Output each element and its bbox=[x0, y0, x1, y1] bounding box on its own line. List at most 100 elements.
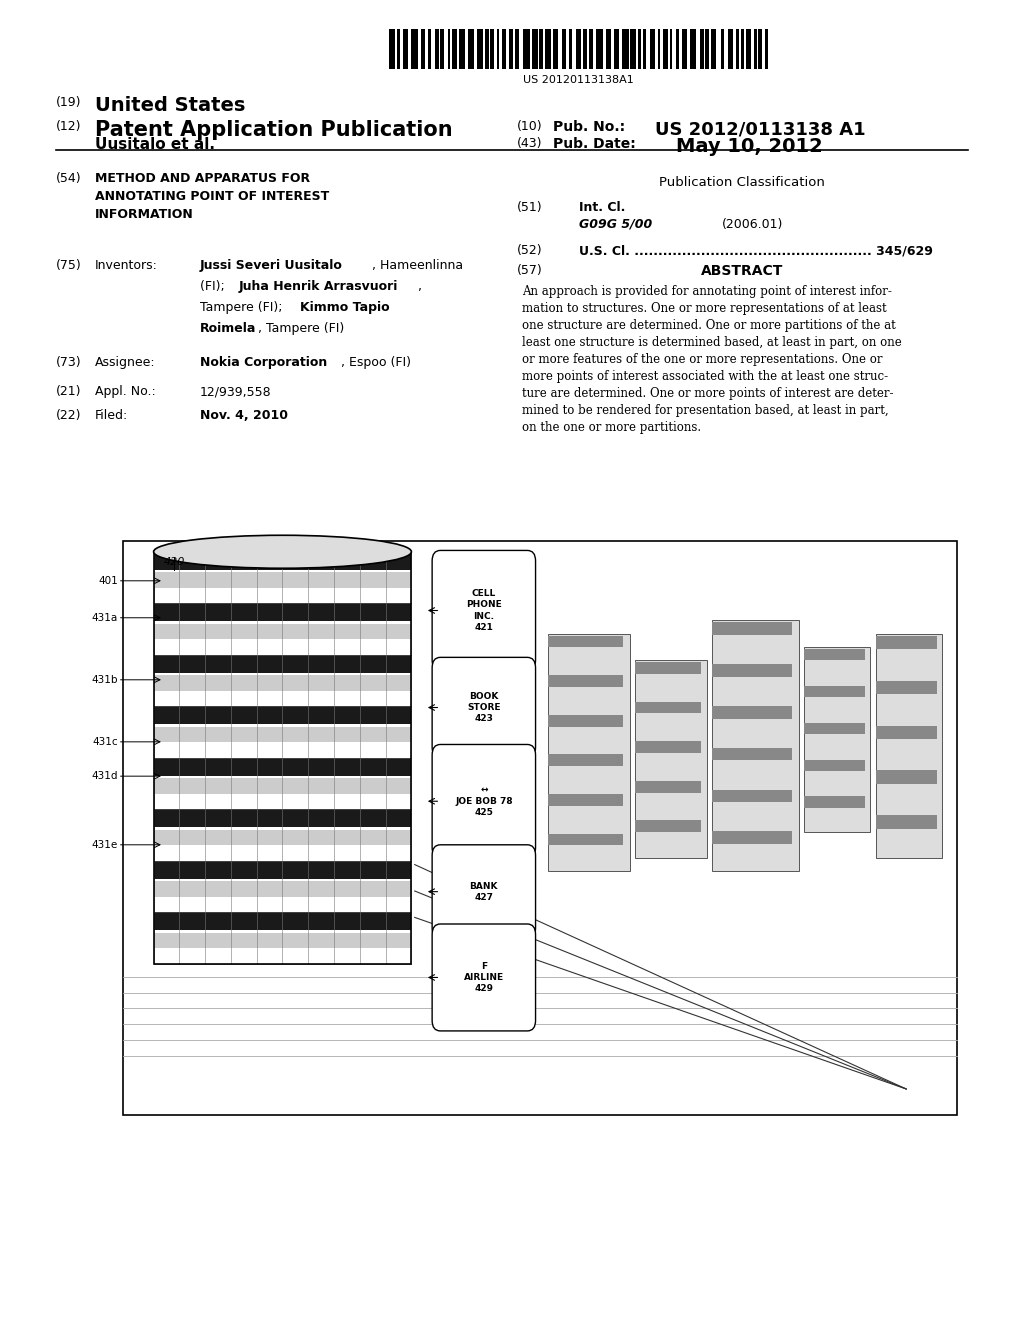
Bar bbox=[712, 748, 792, 760]
Bar bbox=[721, 29, 724, 69]
Bar bbox=[548, 834, 624, 845]
Bar bbox=[876, 771, 937, 784]
Bar bbox=[630, 29, 636, 69]
Text: (57): (57) bbox=[517, 264, 543, 277]
Bar bbox=[154, 779, 412, 793]
Bar bbox=[758, 29, 762, 69]
Text: Filed:: Filed: bbox=[95, 409, 128, 422]
Bar bbox=[154, 706, 412, 725]
Bar bbox=[711, 29, 717, 69]
Bar bbox=[154, 882, 412, 896]
Text: Kimmo Tapio: Kimmo Tapio bbox=[300, 301, 390, 314]
Bar bbox=[736, 29, 739, 69]
Bar bbox=[689, 29, 696, 69]
Bar bbox=[804, 722, 865, 734]
FancyBboxPatch shape bbox=[432, 744, 536, 858]
Text: ABSTRACT: ABSTRACT bbox=[701, 264, 783, 279]
Bar bbox=[548, 793, 624, 805]
Bar bbox=[484, 29, 488, 69]
Bar bbox=[728, 29, 733, 69]
Bar bbox=[614, 29, 620, 69]
Text: May 10, 2012: May 10, 2012 bbox=[676, 137, 822, 156]
Bar bbox=[638, 29, 641, 69]
Text: F
AIRLINE
429: F AIRLINE 429 bbox=[464, 962, 504, 993]
Bar bbox=[635, 661, 700, 673]
Text: 431c: 431c bbox=[92, 737, 118, 747]
Bar bbox=[755, 29, 757, 69]
Text: (52): (52) bbox=[517, 244, 543, 257]
Text: (43): (43) bbox=[517, 137, 543, 150]
Bar bbox=[532, 29, 538, 69]
Text: (54): (54) bbox=[56, 172, 82, 185]
Bar bbox=[548, 675, 624, 686]
Bar bbox=[712, 664, 792, 677]
Bar bbox=[154, 758, 412, 776]
Bar bbox=[804, 759, 865, 771]
Bar bbox=[804, 796, 865, 808]
Bar bbox=[712, 789, 792, 803]
Text: (21): (21) bbox=[56, 385, 82, 399]
Text: US 20120113138A1: US 20120113138A1 bbox=[523, 75, 634, 86]
Bar bbox=[539, 29, 543, 69]
Text: CELL
PHONE
INC.
421: CELL PHONE INC. 421 bbox=[466, 589, 502, 632]
Bar bbox=[670, 29, 673, 69]
Bar bbox=[154, 727, 412, 742]
Bar bbox=[402, 29, 409, 69]
Text: (73): (73) bbox=[56, 356, 82, 370]
Bar bbox=[649, 29, 655, 69]
Bar bbox=[712, 832, 792, 843]
Bar bbox=[589, 29, 593, 69]
Text: Int. Cl.: Int. Cl. bbox=[579, 201, 625, 214]
Bar bbox=[876, 726, 937, 739]
Bar bbox=[765, 29, 768, 69]
Text: Patent Application Publication: Patent Application Publication bbox=[95, 120, 453, 140]
Bar bbox=[447, 29, 451, 69]
Text: Juha Henrik Arrasvuori: Juha Henrik Arrasvuori bbox=[239, 280, 398, 293]
Bar bbox=[434, 29, 439, 69]
Bar bbox=[460, 29, 465, 69]
Bar bbox=[477, 29, 482, 69]
Bar bbox=[515, 29, 519, 69]
Bar bbox=[523, 29, 529, 69]
Text: (FI);: (FI); bbox=[200, 280, 228, 293]
Bar bbox=[705, 29, 709, 69]
Bar bbox=[643, 29, 646, 69]
Bar bbox=[664, 29, 668, 69]
Text: METHOD AND APPARATUS FOR
ANNOTATING POINT OF INTEREST
INFORMATION: METHOD AND APPARATUS FOR ANNOTATING POIN… bbox=[95, 172, 330, 220]
Bar bbox=[741, 29, 744, 69]
Text: 431e: 431e bbox=[91, 840, 118, 850]
Text: Inventors:: Inventors: bbox=[95, 259, 158, 272]
Text: 431b: 431b bbox=[91, 675, 118, 685]
Bar bbox=[452, 29, 457, 69]
Text: (2006.01): (2006.01) bbox=[722, 218, 783, 231]
Bar bbox=[876, 816, 937, 829]
Text: Tampere (FI);: Tampere (FI); bbox=[200, 301, 286, 314]
Bar bbox=[123, 541, 957, 1115]
Bar bbox=[569, 29, 572, 69]
Text: BANK
427: BANK 427 bbox=[470, 882, 498, 902]
Bar bbox=[635, 702, 700, 713]
Bar bbox=[548, 754, 624, 766]
Bar bbox=[154, 676, 412, 690]
Text: An approach is provided for annotating point of interest infor-
mation to struct: An approach is provided for annotating p… bbox=[522, 285, 902, 434]
Bar bbox=[700, 29, 703, 69]
Bar bbox=[428, 29, 431, 69]
Text: Publication Classification: Publication Classification bbox=[659, 176, 825, 189]
Text: 431a: 431a bbox=[91, 612, 118, 623]
Bar bbox=[712, 623, 792, 635]
Bar bbox=[876, 681, 937, 694]
Text: (12): (12) bbox=[56, 120, 82, 133]
Bar bbox=[548, 635, 624, 647]
Bar bbox=[440, 29, 444, 69]
Bar bbox=[502, 29, 506, 69]
Bar bbox=[154, 603, 412, 622]
Text: U.S. Cl. .................................................. 345/629: U.S. Cl. ...............................… bbox=[579, 244, 933, 257]
Bar bbox=[575, 29, 581, 69]
Bar bbox=[468, 29, 474, 69]
Bar bbox=[389, 29, 394, 69]
Text: (10): (10) bbox=[517, 120, 543, 133]
Text: Appl. No.:: Appl. No.: bbox=[95, 385, 156, 399]
Bar bbox=[746, 29, 752, 69]
Text: ↔
JOE BOB 78
425: ↔ JOE BOB 78 425 bbox=[455, 785, 513, 817]
Text: G09G 5/00: G09G 5/00 bbox=[579, 218, 652, 231]
